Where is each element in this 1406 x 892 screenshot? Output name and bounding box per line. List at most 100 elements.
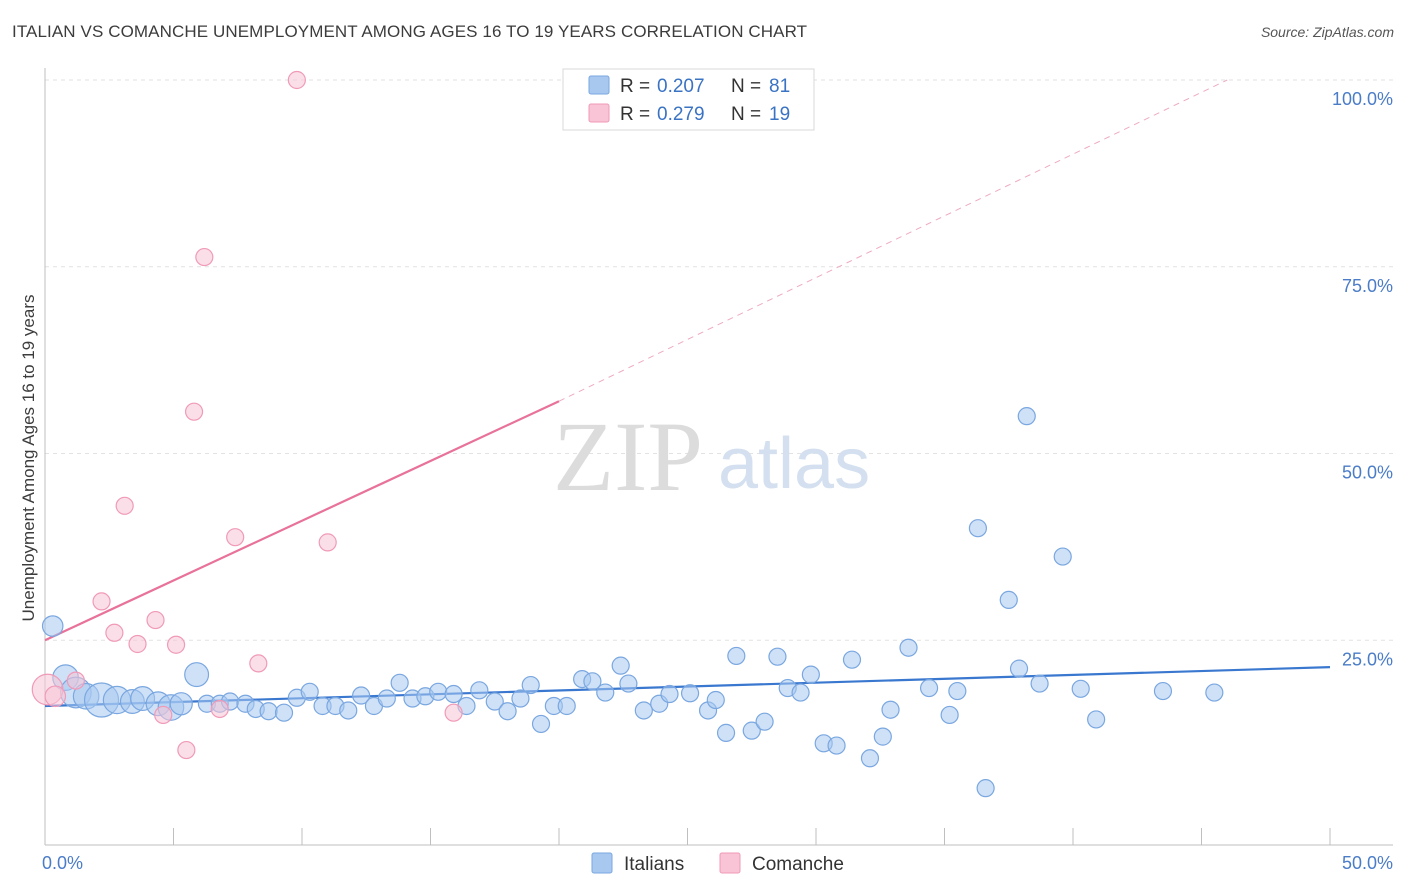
data-point-comanche — [210, 699, 229, 719]
y-axis-label: Unemployment Among Ages 16 to 19 years — [19, 295, 38, 622]
data-point-italians — [184, 662, 210, 688]
data-points — [31, 70, 1224, 798]
x-tick-label: 50.0% — [1342, 853, 1393, 873]
bottom-legend-swatch-italians — [591, 852, 613, 874]
data-point-italians — [521, 675, 540, 695]
data-point-italians — [1053, 547, 1072, 566]
data-point-italians — [842, 650, 862, 669]
watermark: ZIP atlas — [553, 401, 870, 512]
data-point-italians — [899, 638, 918, 657]
data-point-italians — [873, 727, 892, 746]
data-point-italians — [919, 678, 939, 698]
data-point-italians — [716, 723, 736, 742]
data-point-italians — [498, 702, 517, 721]
data-point-italians — [444, 684, 463, 704]
x-tick-labels: 0.0% 50.0% — [42, 853, 1393, 873]
data-point-italians — [274, 703, 294, 722]
data-point-italians — [1153, 681, 1173, 701]
data-point-italians — [634, 701, 653, 720]
y-tick-label: 75.0% — [1342, 276, 1393, 296]
data-point-italians — [619, 674, 638, 693]
data-point-italians — [755, 712, 774, 731]
data-point-comanche — [166, 635, 186, 654]
bottom-legend-label-comanche: Comanche — [752, 854, 844, 875]
data-point-italians — [801, 665, 820, 684]
data-point-italians — [948, 681, 967, 701]
legend-r-label-italians: R = — [620, 76, 650, 97]
data-point-comanche — [226, 528, 245, 547]
axes — [44, 68, 1393, 846]
data-point-italians — [660, 684, 679, 704]
data-point-italians — [680, 684, 700, 703]
data-point-italians — [429, 682, 448, 701]
data-point-italians — [860, 749, 880, 768]
y-tick-labels: 25.0% 50.0% 75.0% 100.0% — [1332, 89, 1393, 669]
data-point-italians — [259, 702, 278, 721]
data-point-italians — [390, 673, 409, 692]
data-point-comanche — [66, 671, 85, 690]
data-point-italians — [827, 736, 846, 755]
legend-swatch-comanche — [588, 103, 610, 123]
data-point-italians — [583, 672, 602, 691]
data-point-comanche — [92, 592, 111, 611]
trend-line-comanche — [44, 400, 560, 642]
data-point-italians — [1087, 710, 1106, 729]
bottom-legend-label-italians: Italians — [624, 854, 684, 875]
data-point-comanche — [105, 623, 124, 642]
bottom-legend-swatch-comanche — [719, 852, 741, 874]
data-point-comanche — [444, 703, 463, 722]
data-point-italians — [1030, 674, 1049, 693]
data-point-italians — [300, 682, 319, 701]
data-point-comanche — [318, 533, 337, 552]
legend-swatch-italians — [588, 75, 610, 95]
legend-box: R = 0.207 N = 81 R = 0.279 N = 19 — [562, 68, 815, 131]
data-point-italians — [531, 714, 551, 734]
data-point-italians — [1017, 407, 1036, 426]
data-point-comanche — [249, 654, 268, 673]
data-point-italians — [999, 590, 1018, 610]
data-point-italians — [968, 519, 988, 538]
data-point-italians — [976, 779, 995, 798]
chart-title: ITALIAN VS COMANCHE UNEMPLOYMENT AMONG A… — [12, 22, 808, 41]
data-point-comanche — [184, 402, 204, 421]
gridlines — [45, 79, 1393, 641]
legend-n-label-comanche: N = — [731, 104, 761, 125]
y-tick-label: 100.0% — [1332, 89, 1393, 109]
data-point-italians — [596, 683, 615, 702]
data-point-comanche — [44, 685, 67, 708]
trend-lines — [44, 79, 1331, 708]
y-tick-label: 25.0% — [1342, 649, 1393, 669]
data-point-italians — [41, 615, 64, 637]
data-point-italians — [169, 692, 193, 716]
legend-r-label-comanche: R = — [620, 104, 650, 125]
legend-n-label-italians: N = — [731, 76, 761, 97]
data-point-italians — [1071, 679, 1090, 698]
data-point-italians — [1205, 683, 1224, 702]
data-point-comanche — [128, 634, 147, 654]
data-point-italians — [768, 647, 787, 666]
data-point-comanche — [195, 247, 214, 267]
data-point-italians — [706, 690, 725, 710]
data-point-italians — [611, 656, 630, 675]
data-point-italians — [377, 689, 396, 708]
legend-n-value-italians: 81 — [769, 76, 790, 97]
data-point-italians — [940, 705, 959, 725]
data-point-italians — [881, 700, 900, 719]
data-point-italians — [511, 689, 530, 708]
data-point-italians — [742, 721, 761, 740]
legend-r-value-comanche: 0.279 — [657, 104, 705, 125]
trend-extension-comanche — [558, 79, 1228, 402]
legend-r-value-italians: 0.207 — [657, 76, 705, 97]
data-point-italians — [470, 681, 489, 700]
data-point-comanche — [287, 70, 306, 90]
data-point-italians — [727, 646, 746, 666]
watermark-zip: ZIP — [553, 401, 703, 512]
data-point-comanche — [177, 740, 196, 760]
data-point-italians — [339, 701, 358, 720]
source-label: Source: ZipAtlas.com — [1260, 24, 1394, 40]
data-point-comanche — [154, 705, 173, 725]
data-point-italians — [557, 696, 576, 716]
data-point-italians — [791, 683, 810, 702]
x-tick-label: 0.0% — [42, 853, 83, 873]
